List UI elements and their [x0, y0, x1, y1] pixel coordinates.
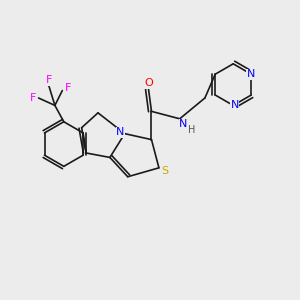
Text: F: F [30, 93, 36, 103]
Text: N: N [230, 100, 239, 110]
Text: N: N [179, 119, 188, 129]
Text: N: N [116, 127, 124, 137]
Text: F: F [64, 82, 71, 93]
Text: F: F [46, 75, 52, 85]
Text: S: S [161, 166, 168, 176]
Text: N: N [247, 69, 255, 79]
Text: O: O [144, 78, 153, 88]
Text: H: H [188, 125, 195, 135]
